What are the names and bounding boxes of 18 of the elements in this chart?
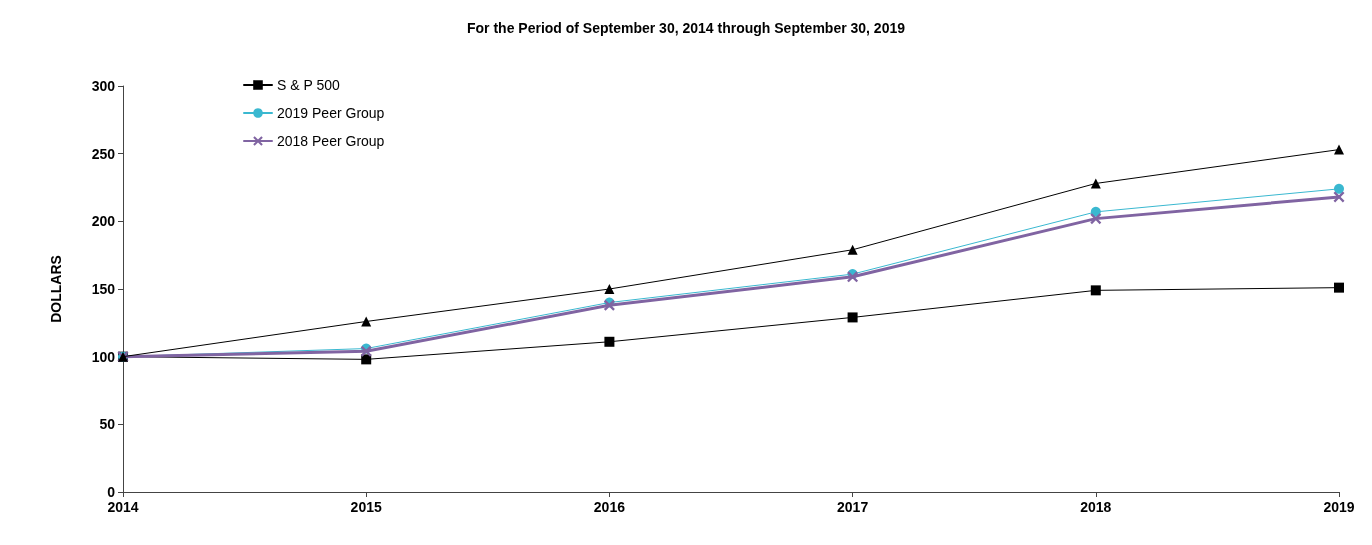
x-tick-label: 2017 [837, 499, 869, 515]
y-tick-label: 100 [91, 348, 116, 365]
y-tick-label: 200 [91, 213, 116, 230]
x-tick-label: 2018 [1080, 499, 1112, 515]
x-tick-label: 2019 [1323, 499, 1355, 515]
y-tick-label: 300 [91, 78, 116, 94]
y-tick-label: 150 [91, 281, 116, 297]
y-tick-label: 250 [91, 145, 116, 162]
x-tick-label: 2015 [350, 499, 382, 515]
chart-title: For the Period of September 30, 2014 through September 30, 2019 [466, 20, 906, 36]
y-axis-title: DOLLARS [48, 255, 64, 323]
x-tick-label: 2014 [107, 499, 139, 515]
y-tick-label: 0 [107, 484, 116, 500]
legend-label: 2018 Peer Group [277, 133, 385, 149]
legend-label: 2019 Peer Group [277, 105, 385, 121]
legend-label: S & P 500 [277, 77, 340, 93]
x-tick-label: 2016 [593, 499, 626, 515]
y-tick-label: 50 [99, 416, 116, 433]
